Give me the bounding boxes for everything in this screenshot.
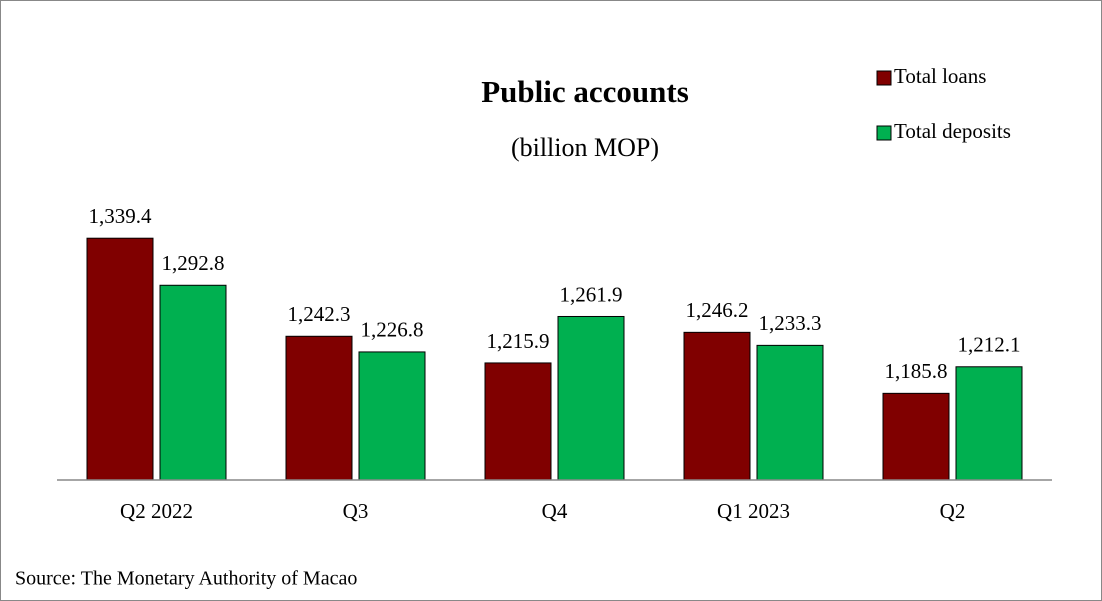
source-note: Source: The Monetary Authority of Macao [15, 568, 357, 590]
bar [882, 392, 950, 481]
value-label: 1,185.8 [885, 359, 948, 383]
bar [358, 351, 426, 481]
value-label: 1,261.9 [560, 282, 623, 306]
chart-title: Public accounts [481, 74, 689, 109]
chart-subtitle: (billion MOP) [511, 133, 659, 162]
x-tick-label: Q3 [343, 499, 369, 523]
value-label: 1,292.8 [162, 251, 225, 275]
legend-swatch [876, 70, 892, 86]
bar [86, 237, 154, 481]
x-tick-label: Q2 2022 [120, 499, 193, 523]
x-tick-label: Q2 [940, 499, 966, 523]
value-label: 1,215.9 [487, 329, 550, 353]
value-label: 1,233.3 [759, 311, 822, 335]
bar [285, 335, 353, 481]
bar [484, 362, 552, 481]
value-label: 1,339.4 [89, 204, 153, 228]
value-label: 1,246.2 [686, 298, 749, 322]
x-tick-label: Q4 [542, 499, 568, 523]
value-label: 1,242.3 [288, 302, 351, 326]
legend-label: Total loans [894, 64, 986, 88]
x-tick-label: Q1 2023 [717, 499, 790, 523]
bar [756, 344, 824, 481]
legend-swatch [876, 125, 892, 141]
bar [683, 331, 751, 481]
bar [557, 315, 625, 481]
value-label: 1,226.8 [361, 318, 424, 342]
bar [955, 366, 1023, 481]
value-label: 1,212.1 [958, 333, 1021, 357]
bar [159, 284, 227, 481]
legend-label: Total deposits [894, 119, 1011, 143]
